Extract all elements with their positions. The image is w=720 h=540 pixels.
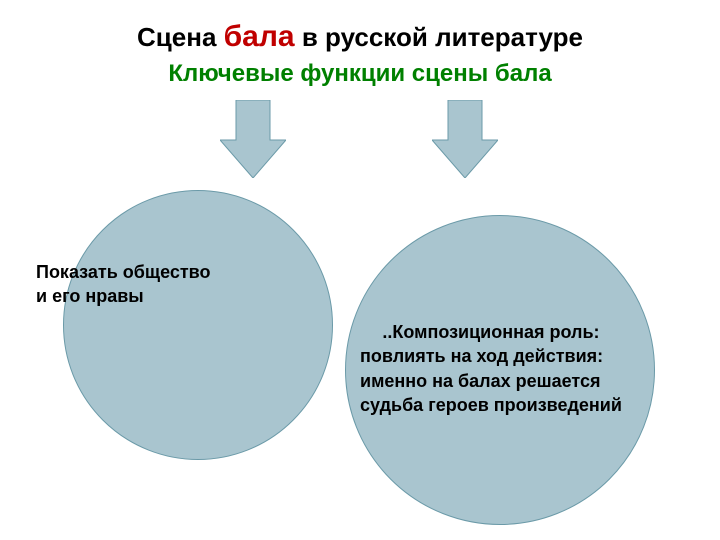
arrow-left-icon	[220, 100, 286, 178]
left-label-line2: и его нравы	[36, 284, 211, 308]
subtitle-text: Ключевые функции сцены бала	[168, 60, 551, 87]
right-label-line2: повлиять на ход действия:	[360, 344, 622, 368]
left-label-line1: Показать общество	[36, 260, 211, 284]
right-label-line3: именно на балах решается	[360, 369, 622, 393]
left-label: Показать общество и его нравы	[36, 260, 211, 309]
main-title: Сцена бала в русской литературе	[0, 20, 720, 54]
right-label: ..Композиционная роль: повлиять на ход д…	[360, 320, 622, 417]
circle-left	[63, 190, 333, 460]
right-label-line1: ..Композиционная роль:	[360, 320, 622, 344]
title-part1: Сцена	[137, 22, 224, 52]
right-label-line4: судьба героев произведений	[360, 393, 622, 417]
arrow-right-icon	[432, 100, 498, 178]
subtitle: Ключевые функции сцены бала	[0, 60, 720, 88]
title-accent: бала	[224, 20, 295, 53]
title-part2: в русской литературе	[295, 22, 583, 52]
